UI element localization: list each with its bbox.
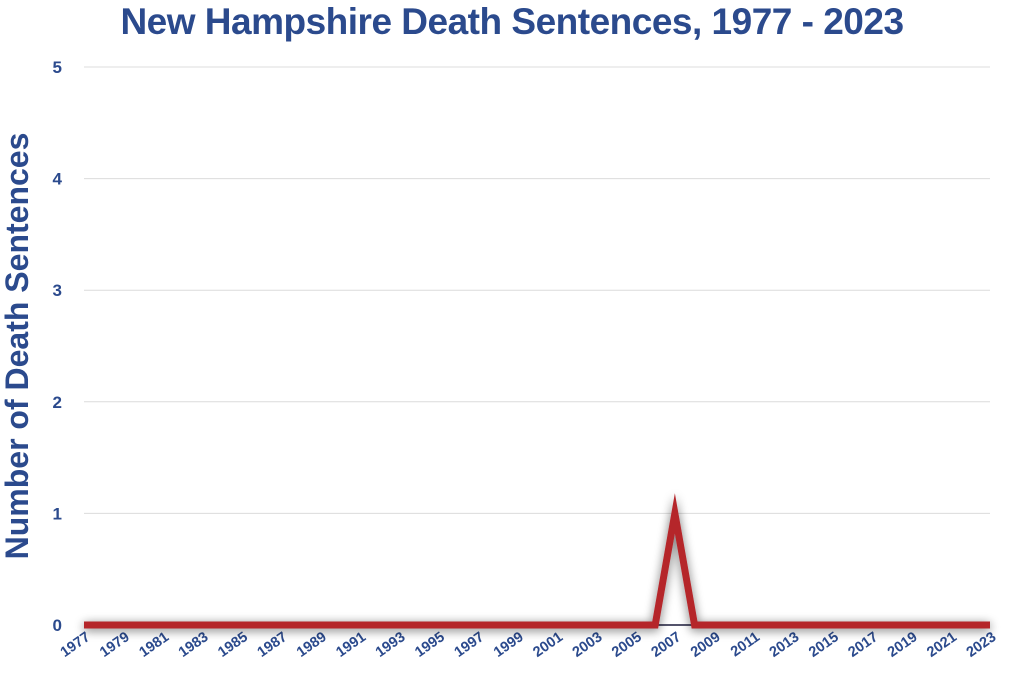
x-tick-label: 2019: [885, 629, 921, 661]
x-tick-label: 1981: [136, 629, 172, 661]
chart-title: New Hampshire Death Sentences, 1977 - 20…: [120, 1, 904, 42]
x-tick-label: 2001: [530, 629, 566, 661]
x-tick-label: 1983: [176, 629, 212, 661]
y-tick-label: 2: [53, 393, 62, 412]
x-tick-label: 2007: [649, 629, 685, 661]
y-tick-label: 0: [53, 616, 62, 635]
y-tick-label: 4: [53, 170, 63, 189]
x-tick-label: 2011: [728, 629, 763, 660]
x-tick-label: 2009: [688, 629, 724, 661]
y-tick-label: 1: [53, 504, 62, 523]
x-tick-label: 1999: [491, 629, 527, 661]
x-tick-label: 1997: [452, 629, 488, 661]
series-line-0: [84, 493, 990, 629]
x-tick-label: 2013: [767, 629, 803, 661]
x-axis-ticks: 1977 1979 1981 1983 1985 1987 1989 1991 1993 1995…: [58, 629, 1000, 661]
y-axis-label: Number of Death Sentences: [0, 133, 35, 560]
gridlines: [84, 66, 990, 514]
x-tick-label: 1995: [412, 629, 448, 661]
x-tick-label: 2015: [806, 629, 842, 661]
series-layer: [84, 493, 990, 629]
x-tick-label: 2005: [609, 629, 645, 661]
y-tick-label: 5: [53, 58, 62, 77]
x-tick-label: 2003: [570, 629, 606, 661]
x-tick-label: 2021: [924, 629, 960, 661]
x-tick-label: 1991: [333, 629, 369, 661]
x-tick-label: 1993: [373, 629, 409, 661]
x-tick-label: 2017: [846, 629, 882, 661]
x-tick-label: 1989: [294, 629, 330, 661]
y-tick-label: 3: [53, 281, 62, 300]
x-tick-label: 1985: [215, 629, 251, 661]
y-axis-ticks: 0 1 2 3 4 5: [53, 58, 63, 635]
x-tick-label: 1987: [255, 629, 291, 661]
x-tick-label: 1977: [58, 629, 94, 661]
x-tick-label: 1979: [97, 629, 133, 661]
x-tick-label: 2023: [964, 629, 1000, 661]
